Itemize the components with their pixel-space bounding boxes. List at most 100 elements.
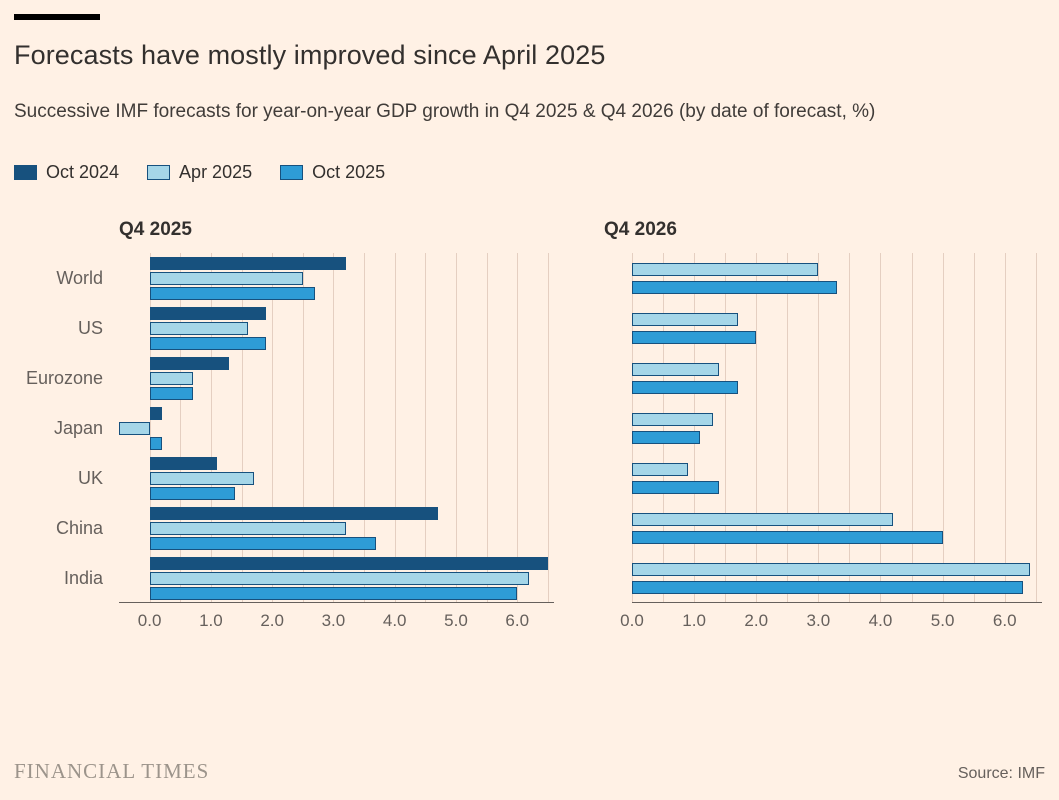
bar-oct-2025 [632, 380, 738, 394]
bar-oct-2025 [149, 586, 518, 600]
legend-swatch-oct-2025 [280, 165, 304, 181]
plot-wrap: World US Eurozone Japan UK China India [14, 253, 554, 604]
bar-oct-2024 [149, 456, 218, 470]
plot-area [632, 253, 1042, 604]
bar-apr-2025 [149, 571, 530, 585]
legend-label: Apr 2025 [179, 162, 253, 183]
bar-oct-2025 [149, 386, 193, 400]
bar-apr-2025 [632, 362, 719, 376]
bar-oct-2025 [149, 286, 316, 300]
category-label: UK [77, 467, 103, 488]
bar-apr-2025 [149, 521, 346, 535]
bar-oct-2025 [632, 330, 757, 344]
category-label: India [63, 567, 103, 588]
gridline [302, 253, 304, 603]
x-tick-label: 6.0 [992, 611, 1017, 631]
legend-swatch-apr-2025 [147, 165, 171, 181]
x-tick-label: 2.0 [260, 611, 284, 631]
legend-item-oct-2025: Oct 2025 [280, 162, 385, 183]
category-labels: World US Eurozone Japan UK China India [14, 253, 119, 603]
gridline [663, 253, 665, 603]
chart-title: Q4 2025 [119, 219, 192, 241]
top-rule [14, 14, 100, 20]
bar-oct-2024 [149, 256, 346, 270]
x-tick-label: 6.0 [505, 611, 530, 631]
bar-apr-2025 [632, 312, 738, 326]
legend-item-apr-2025: Apr 2025 [147, 162, 252, 183]
gridline [364, 253, 366, 603]
category-label: Japan [53, 417, 103, 438]
x-tick-label: 0.0 [620, 611, 644, 631]
charts-container: Q4 2025 World US Eurozone Japan UK China India… [14, 219, 1045, 639]
footer: FINANCIAL TIMES Source: IMF [14, 759, 1045, 784]
bar-apr-2025 [149, 371, 193, 385]
x-tick-label: 1.0 [682, 611, 706, 631]
bar-oct-2024 [149, 356, 230, 370]
gridline [818, 253, 820, 603]
gridline [911, 253, 913, 603]
legend-label: Oct 2025 [312, 162, 386, 183]
gridline [486, 253, 488, 603]
gridline [455, 253, 457, 603]
gridline [517, 253, 519, 603]
bar-oct-2025 [149, 536, 377, 550]
gridline [1004, 253, 1006, 603]
gridline [210, 253, 212, 603]
gridline [787, 253, 789, 603]
bar-apr-2025 [632, 412, 713, 426]
bar-oct-2025 [632, 580, 1024, 594]
gridline [849, 253, 851, 603]
plot-spacer [604, 253, 632, 603]
x-axis-row: 0.0 1.0 2.0 3.0 4.0 5.0 6.0 [14, 603, 554, 639]
x-tick-label: 0.0 [137, 611, 162, 631]
gridline [394, 253, 396, 603]
gridline [333, 253, 335, 603]
category-label: Eurozone [25, 367, 103, 388]
bar-apr-2025 [632, 262, 819, 276]
chart-panel-q4-2025: Q4 2025 World US Eurozone Japan UK China India… [14, 219, 554, 639]
gridline [880, 253, 882, 603]
bar-apr-2025 [149, 271, 303, 285]
legend: Oct 2024 Apr 2025 Oct 2025 [14, 162, 1045, 183]
gridline [1035, 253, 1037, 603]
bar-oct-2024 [149, 506, 438, 520]
gridline [425, 253, 427, 603]
category-label: World [56, 267, 103, 288]
gridline [694, 253, 696, 603]
chart-panel-q4-2026: Q4 2026 0.0 1.0 2.0 3.0 4.0 5.0 6.0 [604, 219, 1042, 639]
legend-swatch-oct-2024 [14, 165, 37, 181]
legend-item-oct-2024: Oct 2024 [14, 162, 119, 183]
bar-oct-2025 [149, 436, 162, 450]
ft-brand-logo: FINANCIAL TIMES [14, 759, 210, 783]
x-tick-label: 1.0 [199, 611, 223, 631]
bar-oct-2025 [632, 480, 719, 494]
bar-oct-2025 [632, 530, 943, 544]
chart-title: Q4 2026 [604, 219, 677, 241]
x-axis-row: 0.0 1.0 2.0 3.0 4.0 5.0 6.0 [604, 603, 1042, 639]
bar-apr-2025 [149, 321, 248, 335]
x-tick-label: 5.0 [444, 611, 468, 631]
gridline [942, 253, 944, 603]
x-axis: 0.0 1.0 2.0 3.0 4.0 5.0 6.0 [620, 611, 1042, 639]
x-axis: 0.0 1.0 2.0 3.0 4.0 5.0 6.0 [119, 611, 554, 639]
plot-area [119, 253, 554, 604]
bar-apr-2025 [632, 562, 1030, 576]
x-tick-label: 3.0 [806, 611, 831, 631]
bar-oct-2025 [149, 486, 236, 500]
gridline [973, 253, 975, 603]
gridline [547, 253, 549, 603]
x-tick-label: 5.0 [930, 611, 955, 631]
gridline [725, 253, 727, 603]
gridline [180, 253, 182, 603]
bar-oct-2025 [632, 430, 701, 444]
bar-oct-2025 [149, 336, 267, 350]
bar-oct-2024 [149, 556, 548, 570]
bar-oct-2025 [632, 280, 837, 294]
bar-apr-2025 [632, 512, 893, 526]
bar-apr-2025 [149, 471, 254, 485]
gridline [632, 253, 633, 603]
source-note: Source: IMF [957, 765, 1045, 782]
x-tick-label: 4.0 [868, 611, 893, 631]
page-title: Forecasts have mostly improved since Apr… [14, 40, 606, 70]
